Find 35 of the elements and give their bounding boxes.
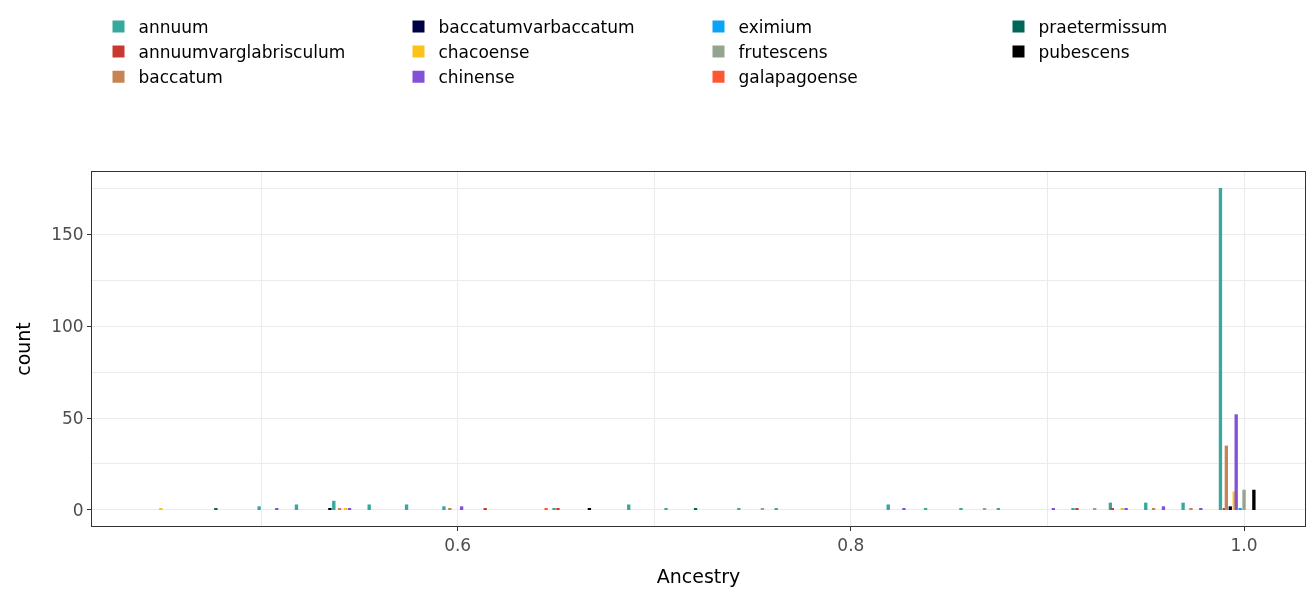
legend-label: pubescens	[1038, 42, 1130, 63]
bar	[1161, 506, 1166, 510]
bar	[404, 504, 409, 510]
x-axis-title: Ancestry	[656, 565, 741, 588]
bar	[1242, 489, 1246, 510]
bar	[1228, 506, 1232, 510]
x-tick-label: 0.8	[837, 535, 865, 556]
legend-label: chacoense	[438, 42, 530, 63]
legend-label: baccatum	[138, 67, 223, 88]
bar	[367, 504, 371, 510]
bar	[627, 504, 631, 510]
legend-label: annuumvarglabrisculum	[138, 42, 346, 63]
bar	[442, 506, 446, 510]
y-axis-title: count	[12, 322, 34, 376]
legend-label: chinense	[438, 67, 515, 88]
bar	[1252, 489, 1256, 510]
y-tick-label: 100	[51, 315, 84, 336]
y-tick-label: 0	[72, 499, 84, 520]
bar	[1234, 414, 1238, 510]
legend-label: baccatumvarbaccatum	[438, 17, 635, 38]
bar	[294, 504, 299, 510]
bar	[886, 504, 890, 510]
legend-label: galapagoense	[738, 67, 858, 88]
legend-label: eximium	[738, 17, 813, 38]
legend-label: frutescens	[738, 42, 828, 63]
bar	[1218, 188, 1223, 510]
y-tick-label: 50	[61, 407, 84, 428]
y-tick-label: 150	[51, 223, 84, 244]
bar	[257, 506, 261, 510]
bar	[459, 506, 464, 510]
x-tick-label: 1.0	[1230, 535, 1258, 556]
bar	[1181, 502, 1185, 510]
x-tick-label: 0.6	[444, 535, 472, 556]
legend-label: annuum	[138, 17, 209, 38]
legend-label: praetermissum	[1038, 17, 1168, 38]
